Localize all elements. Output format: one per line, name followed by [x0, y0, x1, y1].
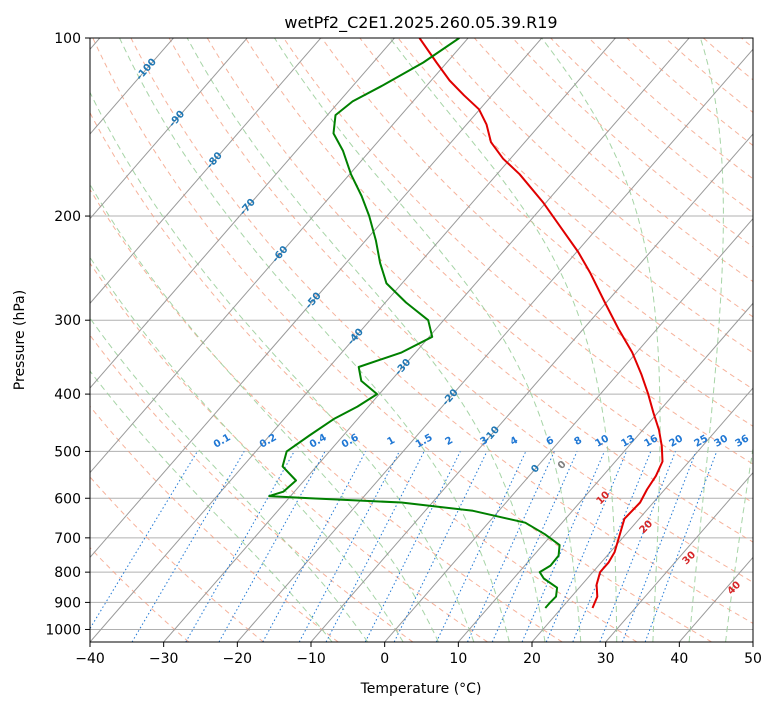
mixing-ratio-label: 2	[443, 435, 455, 448]
moist-adiabat-line	[119, 38, 510, 642]
y-tick-label: 200	[54, 209, 81, 225]
isotherm-line	[310, 133, 753, 642]
y-tick-label: 300	[54, 313, 81, 329]
moist-adiabat-line	[688, 38, 724, 642]
moist-adiabat-line	[90, 183, 439, 642]
isotherm-line	[90, 38, 248, 220]
dry-adiabat-line	[90, 476, 264, 642]
axes: −40 −30 −20 −10 0 10 20 30 40 50 100 200 300 400 500 60…	[45, 31, 762, 667]
y-tick-label: 500	[54, 444, 81, 460]
isotherm-line	[384, 217, 753, 642]
mixing-ratio-label: 3	[478, 435, 490, 448]
dry-adiabat-line	[168, 38, 753, 583]
x-tick-label: 30	[597, 651, 615, 667]
moist-adiabat-line	[725, 445, 753, 642]
dewpoint-trace	[268, 38, 561, 609]
mixing-ratio-line	[467, 451, 555, 642]
isotherm-line	[90, 38, 175, 135]
mixing-ratio-line	[262, 451, 367, 642]
mixing-ratio-line	[435, 451, 527, 642]
y-tick-label: 700	[54, 531, 81, 547]
x-tick-label: −30	[149, 651, 179, 667]
y-tick-label: 900	[54, 595, 81, 611]
dry-adiabat-line	[90, 334, 414, 642]
mixing-ratio-line	[521, 451, 605, 642]
x-tick-label: −40	[75, 651, 105, 667]
isotherm-line	[90, 38, 469, 474]
mixing-ratio-line	[218, 451, 326, 642]
chart-title: wetPf2_C2E1.2025.260.05.39.R19	[284, 13, 557, 33]
isotherm-line	[605, 471, 753, 642]
x-tick-label: 50	[744, 651, 762, 667]
x-tick-label: −10	[296, 651, 326, 667]
x-tick-label: 20	[523, 651, 541, 667]
dry-adiabat-line	[244, 38, 753, 504]
plot-frame	[89, 37, 754, 643]
moist-adiabat-line	[541, 38, 661, 642]
dry-adiabat-line	[359, 38, 753, 390]
mixing-ratio-line	[393, 451, 488, 642]
mixing-ratio-label: 6	[544, 435, 556, 448]
background-lines	[90, 38, 753, 642]
isotherm-line	[90, 38, 396, 389]
mixing-ratio-line	[491, 451, 578, 642]
y-tick-label: 600	[54, 491, 81, 507]
mixing-ratio-label: 1	[385, 435, 397, 448]
mixing-ratio-line	[364, 451, 461, 642]
y-tick-label: 800	[54, 565, 81, 581]
mixing-ratio-label: 8	[572, 435, 584, 448]
dry-adiabat-line	[130, 38, 753, 624]
y-tick-label: 1000	[45, 622, 81, 638]
dry-adiabat-line	[321, 38, 753, 427]
temperature-trace	[418, 38, 664, 609]
x-tick-label: −20	[223, 651, 253, 667]
dry-adiabat-line	[435, 38, 753, 318]
dry-adiabat-line	[626, 38, 753, 147]
y-tick-label: 100	[54, 31, 81, 47]
x-tick-label: 0	[380, 651, 389, 667]
mixing-ratio-label: 4	[508, 435, 520, 448]
moist-adiabat-line	[90, 317, 369, 642]
dry-adiabat-line	[473, 38, 753, 283]
isotherm-line	[90, 38, 322, 305]
x-tick-label: 10	[449, 651, 467, 667]
dry-adiabat-line	[283, 38, 753, 465]
mixing-ratio-line	[545, 451, 627, 642]
moist-adiabat-line	[90, 91, 475, 642]
dry-adiabat-line	[90, 111, 638, 642]
moist-adiabat-line	[274, 38, 582, 642]
isotherm-line	[531, 387, 753, 642]
mixing-ratio-line	[185, 451, 295, 642]
x-axis-label: Temperature (°C)	[360, 681, 482, 697]
y-tick-label: 400	[54, 387, 81, 403]
dry-adiabat-line	[397, 38, 753, 354]
sounding-traces	[268, 38, 664, 609]
mixing-ratio-line	[90, 451, 198, 630]
isotherm-line	[90, 38, 543, 559]
dry-adiabat-line	[206, 38, 753, 543]
mixing-ratio-line	[131, 451, 245, 642]
y-axis-label: Pressure (hPa)	[12, 290, 28, 390]
x-tick-label: 40	[670, 651, 688, 667]
isotherm-line	[90, 38, 617, 642]
dry-adiabat-line	[90, 188, 563, 642]
moist-adiabat-line	[90, 370, 333, 642]
isotherm-line	[457, 302, 753, 642]
moist-adiabat-line	[186, 38, 546, 642]
dry-adiabat-line	[92, 38, 712, 642]
isotherm-line	[236, 48, 753, 642]
dry-adiabat-line	[90, 262, 488, 642]
